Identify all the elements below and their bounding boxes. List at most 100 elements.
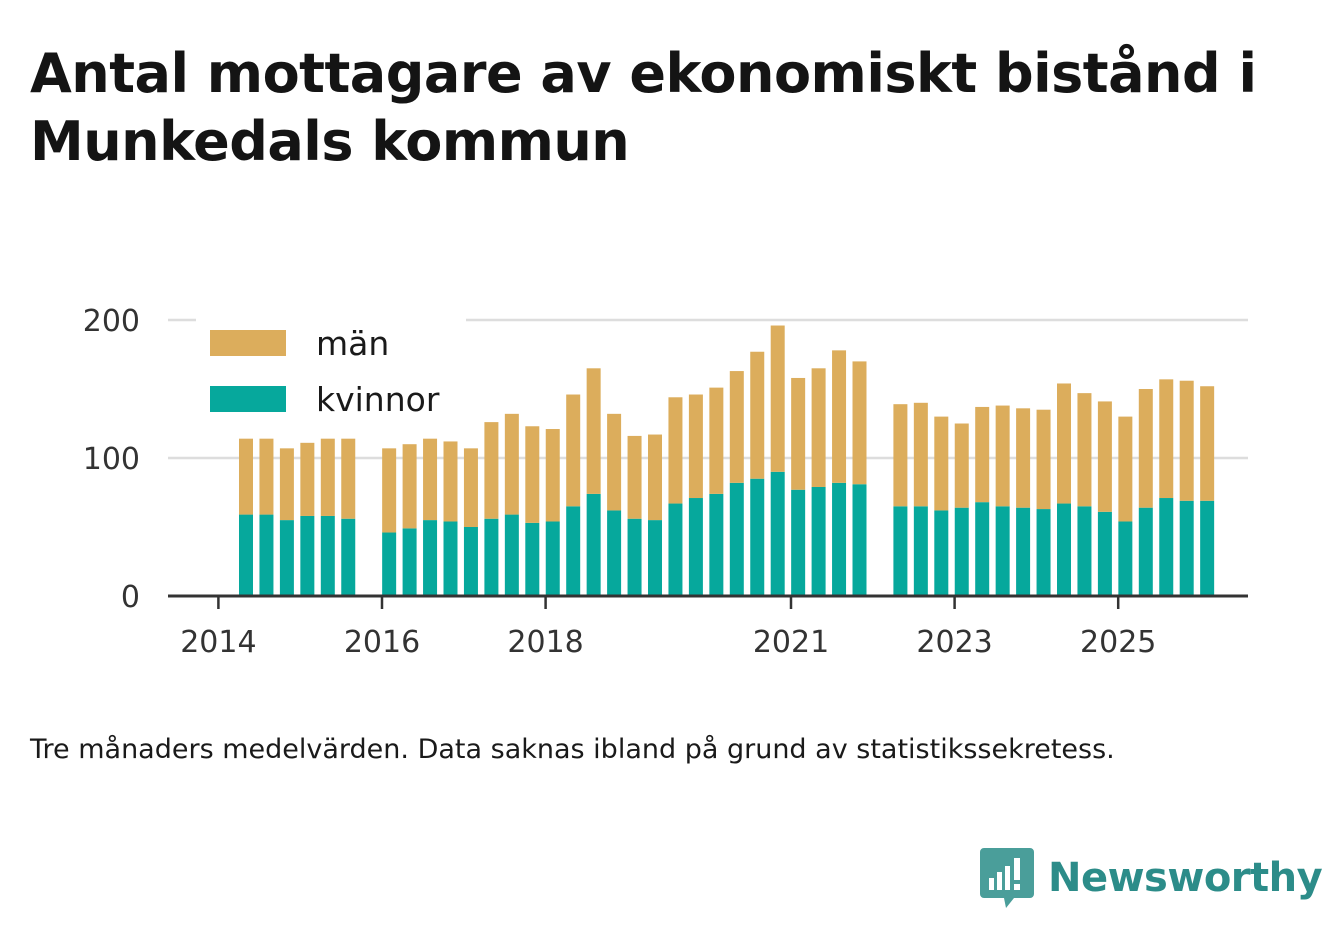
bar-kvinnor [607, 510, 622, 596]
bar-kvinnor [954, 507, 969, 596]
bar-kvinnor [341, 518, 356, 596]
bar-man [320, 438, 335, 516]
bar-kvinnor [320, 515, 335, 596]
bar-man [1036, 409, 1051, 510]
bar-man [300, 442, 315, 516]
bar-man [709, 387, 724, 494]
bar-kvinnor [1159, 498, 1174, 596]
bar-kvinnor [832, 482, 847, 596]
bar-kvinnor [566, 506, 581, 596]
bar-man [1057, 383, 1071, 504]
bar-kvinnor [300, 515, 315, 596]
bar-kvinnor [1097, 511, 1112, 596]
bar-chart-speech-bubble-icon [980, 848, 1034, 908]
bar-kvinnor [1118, 521, 1133, 596]
y-tick-label: 100 [83, 442, 140, 477]
bar-man [648, 434, 662, 521]
bar-kvinnor [1057, 503, 1071, 596]
bars [239, 325, 1215, 596]
bar-kvinnor [525, 522, 540, 596]
bar-man [607, 413, 622, 511]
bar-man [423, 438, 438, 521]
bar-man [995, 405, 1010, 507]
bar-man [566, 394, 581, 507]
x-tick-label: 2014 [180, 625, 256, 660]
bar-man [627, 435, 642, 519]
footnote: Tre månaders medelvärden. Data saknas ib… [30, 734, 1115, 765]
x-tick-label: 2023 [916, 625, 992, 660]
bar-man [1097, 401, 1112, 512]
bar-kvinnor [1036, 509, 1051, 596]
bar-man [893, 404, 908, 507]
x-tick-label: 2016 [344, 625, 420, 660]
bar-man [1138, 389, 1153, 508]
bar-kvinnor [586, 493, 601, 596]
bar-man [1118, 416, 1133, 522]
bar-man [239, 438, 253, 515]
bar-chart: 0 100 200 2014 2016 2018 2021 2023 2025 män kvin… [83, 304, 1248, 660]
bar-kvinnor [1077, 506, 1092, 596]
bar-kvinnor [668, 503, 683, 596]
bar-kvinnor [995, 506, 1010, 596]
bar-man [934, 416, 949, 511]
bar-kvinnor [1016, 507, 1031, 596]
bar-man [770, 325, 785, 472]
bar-man [259, 438, 274, 515]
bar-man [1179, 380, 1194, 501]
bar-man [811, 368, 826, 487]
bar-kvinnor [811, 486, 826, 596]
bar-kvinnor [402, 528, 417, 596]
x-tick-label: 2025 [1080, 625, 1156, 660]
bar-kvinnor [975, 502, 990, 596]
bar-kvinnor [709, 493, 724, 596]
bar-man [852, 361, 867, 485]
bar-kvinnor [750, 478, 765, 596]
legend-swatch [210, 386, 286, 412]
bar-man [729, 371, 744, 483]
bar-kvinnor [382, 532, 397, 596]
legend-label: män [316, 324, 389, 363]
chart-title: Antal mottagare av ekonomiskt bistånd i … [30, 42, 1257, 173]
bar-kvinnor [463, 527, 478, 596]
bar-man [463, 448, 478, 527]
bar-man [402, 444, 417, 529]
bar-kvinnor [239, 514, 253, 596]
bar-kvinnor [729, 482, 744, 596]
bar-kvinnor [484, 518, 499, 596]
legend: män kvinnor [196, 318, 466, 430]
bar-kvinnor [443, 521, 458, 596]
bar-kvinnor [1138, 507, 1153, 596]
bar-kvinnor [1179, 500, 1194, 596]
x-tick-label: 2021 [753, 625, 829, 660]
y-axis-ticks: 0 100 200 [83, 304, 140, 615]
x-axis-ticks: 2014 2016 2018 2021 2023 2025 [180, 596, 1156, 660]
bar-man [382, 448, 397, 533]
bar-man [832, 350, 847, 483]
bar-kvinnor [259, 514, 274, 596]
bar-man [1200, 386, 1215, 501]
bar-man [341, 438, 356, 519]
bar-kvinnor [545, 521, 560, 596]
bar-man [279, 448, 294, 521]
bar-man [913, 402, 928, 507]
y-tick-label: 0 [121, 580, 140, 615]
brand-name: Newsworthy [1048, 855, 1322, 901]
bar-kvinnor [852, 484, 867, 596]
legend-swatch [210, 330, 286, 356]
bar-kvinnor [648, 520, 662, 596]
bar-man [504, 413, 519, 515]
bar-kvinnor [423, 520, 438, 596]
bar-man [975, 406, 990, 503]
bar-man [668, 397, 683, 504]
bar-man [545, 429, 560, 522]
bar-kvinnor [770, 471, 785, 596]
bar-kvinnor [913, 506, 928, 596]
bar-man [688, 394, 703, 499]
bar-man [484, 422, 499, 519]
bar-man [750, 351, 765, 479]
bar-kvinnor [688, 498, 703, 596]
bar-man [1159, 379, 1174, 499]
bar-kvinnor [1200, 500, 1215, 596]
newsworthy-logo[interactable]: Newsworthy [980, 848, 1322, 908]
bar-man [954, 423, 969, 508]
